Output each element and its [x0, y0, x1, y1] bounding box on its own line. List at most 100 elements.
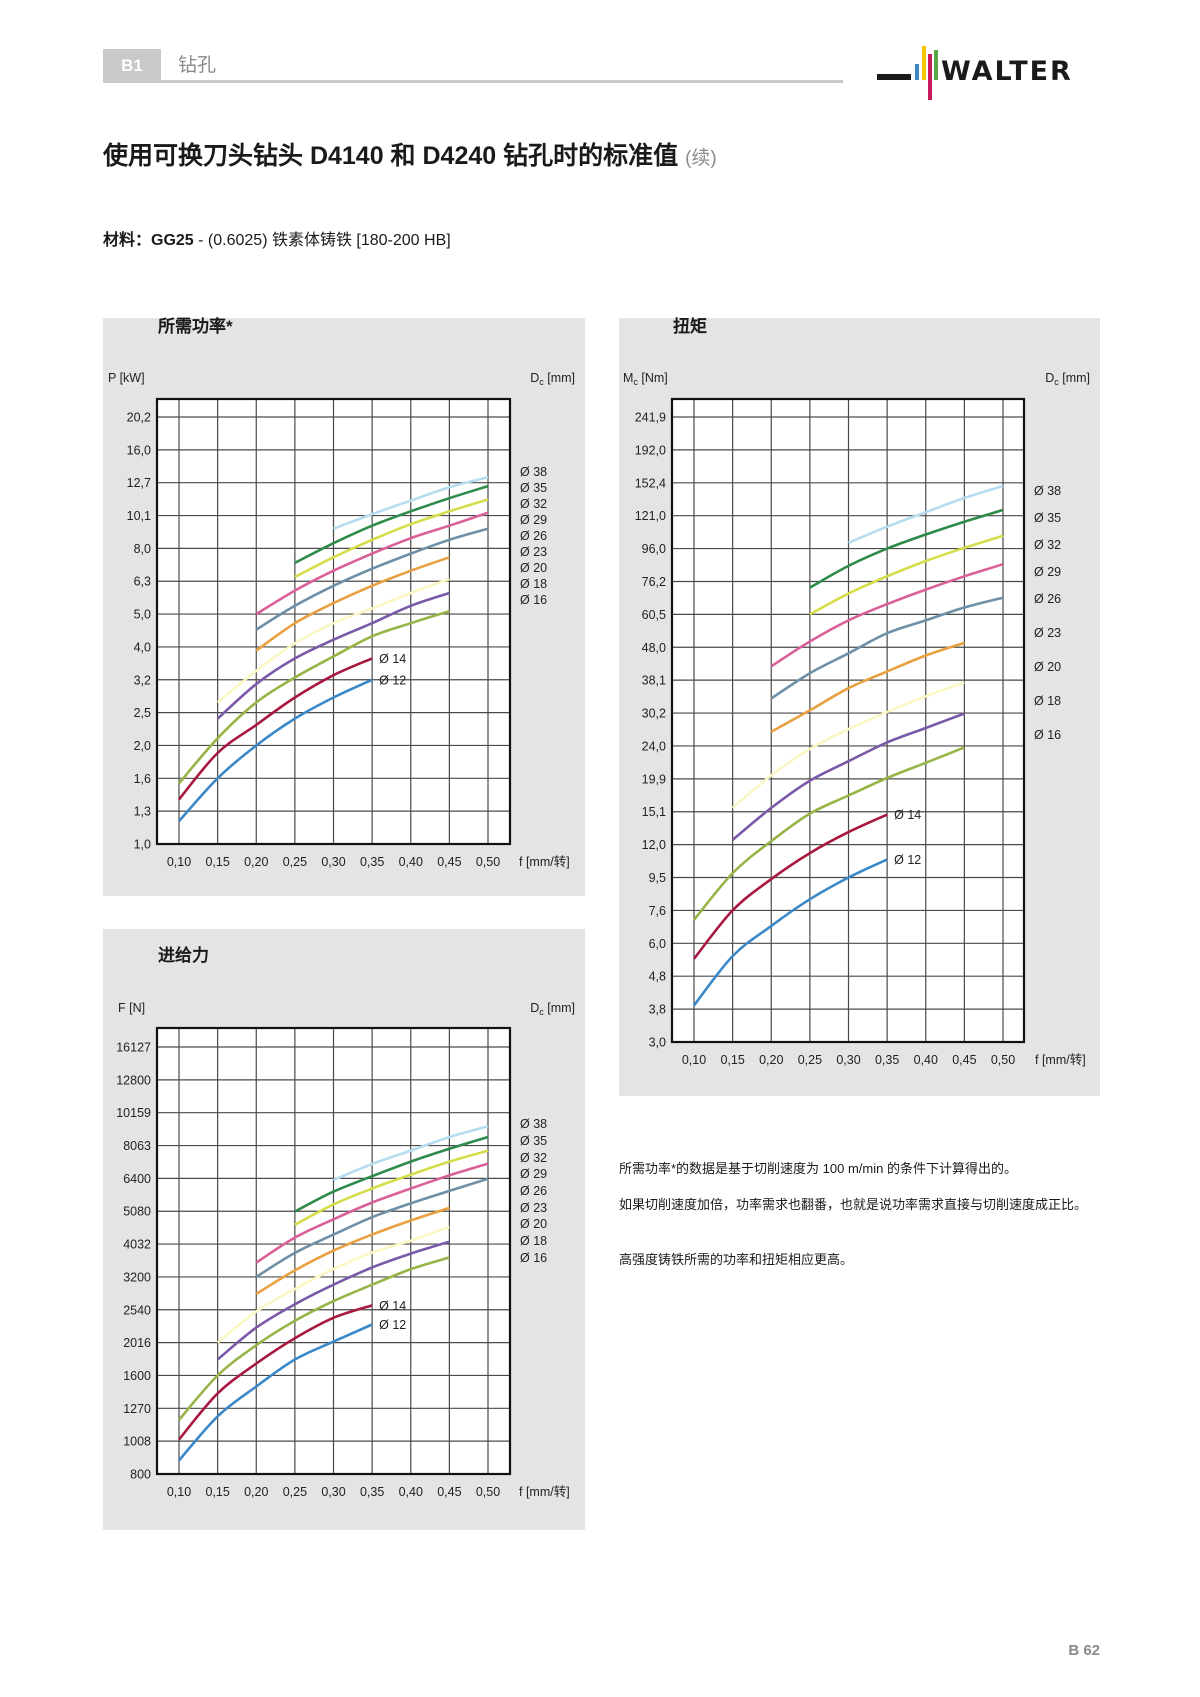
dc-unit: [mm]: [544, 1001, 575, 1015]
y-axis-label-unit: [Nm]: [638, 371, 668, 385]
y-tick-label: 6,0: [649, 937, 666, 951]
series-label: Ø 23: [520, 1201, 547, 1215]
y-tick-label: 4032: [123, 1238, 151, 1252]
y-tick-label: 3,0: [649, 1036, 666, 1050]
material-line: 材料：GG25 - (0.6025) 铁素体铸铁 [180-200 HB]: [103, 226, 451, 250]
y-tick-label: 10,1: [127, 509, 151, 523]
series-line-14: [178, 1304, 373, 1441]
diameter-axis-label: Dc [mm]: [530, 1001, 575, 1017]
x-tick-label: 0,20: [759, 1053, 783, 1067]
y-tick-label: 96,0: [642, 542, 666, 556]
x-axis-label: f [mm/转]: [519, 1484, 570, 1499]
y-tick-label: 3,2: [134, 673, 151, 687]
x-tick-label: 0,40: [399, 1485, 423, 1499]
y-tick-label: 10159: [116, 1106, 151, 1120]
y-axis-label-text: F [N]: [118, 1001, 145, 1015]
page-title: 使用可换刀头钻头 D4140 和 D4240 钻孔时的标准值 (续): [103, 136, 717, 172]
diameter-axis-label: Dc [mm]: [530, 371, 575, 387]
series-label: Ø 29: [520, 1167, 547, 1181]
y-tick-label: 121,0: [635, 509, 666, 523]
x-tick-label: 0,10: [682, 1053, 706, 1067]
note-speed-proportional: 如果切削速度加倍，功率需求也翻番，也就是说功率需求直接与切削速度成正比。: [619, 1197, 1088, 1212]
x-tick-label: 0,40: [399, 855, 423, 869]
y-tick-label: 5,0: [134, 608, 151, 622]
section-name: 钻孔: [178, 55, 217, 76]
logo-bar-black: [877, 74, 911, 80]
x-tick-label: 0,25: [798, 1053, 822, 1067]
y-tick-label: 8063: [123, 1139, 151, 1153]
y-axis-label: Mc [Nm]: [623, 371, 668, 387]
page-number: B 62: [1068, 1642, 1100, 1659]
x-tick-label: 0,30: [836, 1053, 860, 1067]
y-tick-label: 6400: [123, 1172, 151, 1186]
page-title-main: 使用可换刀头钻头 D4140 和 D4240 钻孔时的标准值: [103, 142, 679, 170]
series-label: Ø 20: [520, 561, 547, 575]
material-label: 材料：: [103, 232, 152, 249]
y-tick-label: 9,5: [649, 871, 666, 885]
x-tick-label: 0,20: [244, 855, 268, 869]
walter-logo: WALTER: [877, 46, 1073, 100]
y-axis-label: P [kW]: [108, 371, 145, 385]
note-high-strength: 高强度铸铁所需的功率和扭矩相应更高。: [619, 1252, 854, 1267]
series-label: Ø 16: [520, 593, 547, 607]
series-line-23: [255, 1206, 450, 1296]
y-tick-label: 2016: [123, 1336, 151, 1350]
x-tick-label: 0,10: [167, 1485, 191, 1499]
series-line-26: [255, 527, 489, 631]
series-line-12: [178, 678, 373, 823]
series-label: Ø 20: [520, 1217, 547, 1231]
series-label: Ø 20: [1034, 660, 1061, 674]
y-tick-label: 1008: [123, 1435, 151, 1449]
y-tick-label: 16,0: [127, 443, 151, 457]
series-line-16: [692, 746, 965, 921]
x-tick-label: 0,30: [321, 855, 345, 869]
page-title-continued: (续): [685, 148, 717, 169]
x-tick-label: 0,25: [283, 855, 307, 869]
note-power-basis: 所需功率*的数据是基于切削速度为 100 m/min 的条件下计算得出的。: [619, 1161, 1017, 1176]
y-tick-label: 3200: [123, 1270, 151, 1284]
power-chart-title: 所需功率*: [158, 317, 233, 336]
x-tick-label: 0,45: [437, 855, 461, 869]
series-line-38: [333, 1124, 489, 1182]
series-line-18: [731, 712, 965, 841]
y-tick-label: 1270: [123, 1402, 151, 1416]
y-tick-label: 800: [130, 1468, 151, 1482]
y-tick-label: 12,7: [127, 476, 151, 490]
series-line-29: [255, 1162, 489, 1264]
series-label: Ø 26: [520, 1184, 547, 1198]
series-label: Ø 32: [520, 497, 547, 511]
series-label: Ø 26: [1034, 592, 1061, 606]
series-label: Ø 18: [520, 577, 547, 591]
series-line-23: [255, 556, 450, 652]
y-tick-label: 16127: [116, 1041, 151, 1055]
y-axis-label-subscript: c: [633, 377, 638, 387]
y-tick-label: 24,0: [642, 739, 666, 753]
series-line-38: [847, 484, 1004, 544]
series-line-32: [294, 1149, 489, 1226]
series-line-20: [216, 1225, 450, 1344]
y-axis-label-text: M: [623, 371, 633, 385]
logo-text: WALTER: [941, 56, 1073, 87]
y-tick-label: 2,5: [134, 706, 151, 720]
y-tick-label: 20,2: [127, 411, 151, 425]
y-tick-label: 2540: [123, 1303, 151, 1317]
plot-frame: [670, 397, 1026, 1044]
series-label: Ø 16: [1034, 728, 1061, 742]
series-line-29: [770, 562, 1004, 668]
x-tick-label: 0,50: [476, 855, 500, 869]
x-tick-label: 0,15: [720, 1053, 744, 1067]
series-line-16: [178, 1256, 450, 1421]
dc-unit: [mm]: [1059, 371, 1090, 385]
series-line-20: [216, 577, 450, 704]
y-tick-label: 241,9: [635, 411, 666, 425]
dc-unit: [mm]: [544, 371, 575, 385]
series-label: Ø 35: [520, 481, 547, 495]
y-tick-label: 5080: [123, 1205, 151, 1219]
series-line-35: [809, 508, 1004, 589]
y-tick-label: 48,0: [642, 641, 666, 655]
series-label: Ø 23: [1034, 626, 1061, 640]
y-tick-label: 3,8: [649, 1003, 666, 1017]
y-tick-label: 12,0: [642, 838, 666, 852]
